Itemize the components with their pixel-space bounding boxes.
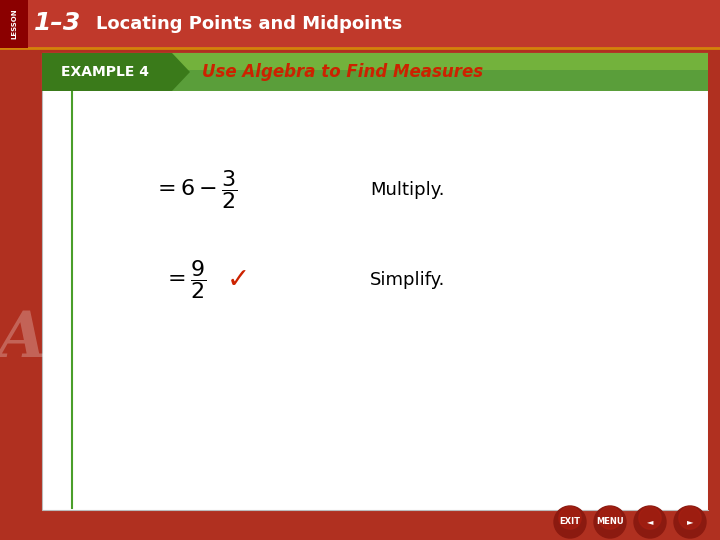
Text: EXAMPLE 4: EXAMPLE 4 — [61, 65, 149, 79]
Text: LESSON: LESSON — [11, 9, 17, 39]
Circle shape — [554, 506, 586, 538]
Circle shape — [679, 507, 701, 529]
Polygon shape — [172, 53, 190, 91]
FancyBboxPatch shape — [0, 0, 720, 48]
Text: A: A — [0, 309, 46, 371]
FancyBboxPatch shape — [42, 53, 172, 91]
Text: ►: ► — [687, 517, 693, 526]
Circle shape — [634, 506, 666, 538]
Text: Simplify.: Simplify. — [370, 271, 446, 289]
FancyBboxPatch shape — [0, 0, 28, 48]
Text: Locating Points and Midpoints: Locating Points and Midpoints — [96, 15, 402, 33]
Circle shape — [594, 506, 626, 538]
Text: Multiply.: Multiply. — [370, 181, 444, 199]
Text: $= \dfrac{9}{2}$: $= \dfrac{9}{2}$ — [163, 259, 207, 301]
FancyBboxPatch shape — [42, 53, 708, 91]
Text: $= 6 - \dfrac{3}{2}$: $= 6 - \dfrac{3}{2}$ — [153, 168, 238, 212]
Text: ✓: ✓ — [227, 266, 251, 294]
Text: Use Algebra to Find Measures: Use Algebra to Find Measures — [202, 63, 483, 81]
Circle shape — [559, 507, 581, 529]
Text: ◄: ◄ — [647, 517, 653, 526]
FancyBboxPatch shape — [42, 53, 708, 70]
Circle shape — [674, 506, 706, 538]
Text: EXIT: EXIT — [559, 517, 580, 526]
FancyBboxPatch shape — [708, 53, 720, 510]
Circle shape — [639, 507, 661, 529]
Text: 1–3: 1–3 — [35, 11, 81, 35]
Text: MENU: MENU — [596, 517, 624, 526]
FancyBboxPatch shape — [42, 53, 708, 510]
Circle shape — [599, 507, 621, 529]
